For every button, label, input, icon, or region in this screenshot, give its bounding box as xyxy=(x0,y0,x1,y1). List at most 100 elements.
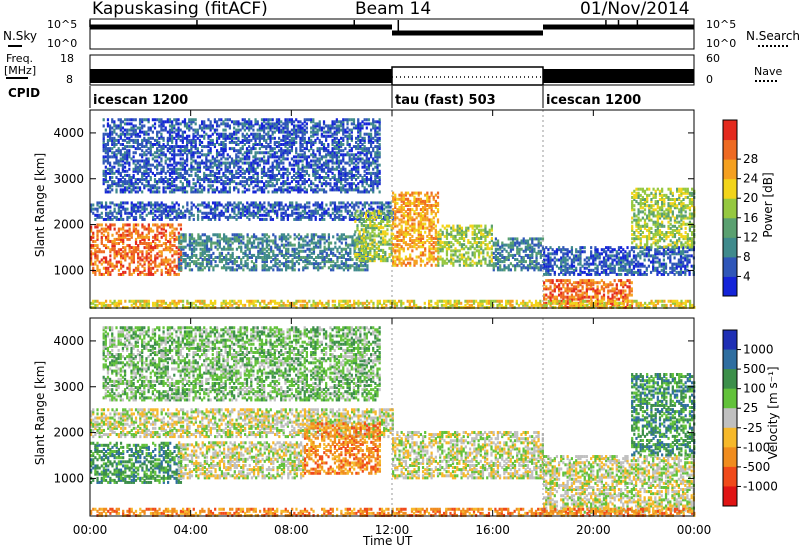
range-cell xyxy=(228,126,231,130)
range-cell xyxy=(359,173,362,177)
range-cell xyxy=(145,157,148,161)
range-cell xyxy=(293,207,296,211)
range-cell xyxy=(241,171,244,175)
range-cell xyxy=(218,241,221,245)
range-cell xyxy=(239,140,242,144)
range-cell xyxy=(94,256,97,260)
range-cell xyxy=(198,134,202,138)
range-cell xyxy=(209,143,212,146)
range-cell xyxy=(340,167,343,171)
range-cell xyxy=(196,173,199,177)
range-cell xyxy=(267,167,270,171)
range-cell xyxy=(141,207,144,211)
range-cell xyxy=(137,254,140,258)
range-cell xyxy=(178,260,181,264)
range-cell xyxy=(182,260,185,264)
range-cell xyxy=(292,155,296,159)
range-cell xyxy=(188,149,191,153)
range-cell xyxy=(235,155,238,159)
range-cell xyxy=(173,155,176,159)
range-cell xyxy=(333,201,337,205)
range-cell xyxy=(280,243,283,247)
range-cell xyxy=(228,190,231,194)
range-cell xyxy=(289,241,292,245)
range-cell xyxy=(154,203,157,207)
range-cell xyxy=(314,260,318,264)
range-cell xyxy=(143,266,146,270)
range-cell xyxy=(335,118,338,122)
range-cell xyxy=(329,215,332,219)
range-cell xyxy=(333,167,336,171)
range-cell xyxy=(374,171,377,175)
range-cell xyxy=(160,153,163,157)
range-cell xyxy=(350,157,353,161)
range-cell xyxy=(267,118,270,122)
range-cell xyxy=(154,260,157,264)
station-title: Kapuskasing (fitACF) xyxy=(92,0,268,19)
range-cell xyxy=(318,217,322,221)
range-cell xyxy=(318,165,321,169)
range-cell xyxy=(357,134,360,138)
range-cell xyxy=(98,272,101,276)
range-cell xyxy=(363,205,367,209)
range-cell xyxy=(92,252,95,256)
range-cell xyxy=(209,161,212,165)
range-cell xyxy=(382,211,385,215)
range-cell xyxy=(203,173,206,177)
range-cell xyxy=(96,235,99,239)
range-cell xyxy=(119,124,122,128)
range-cell xyxy=(154,256,157,260)
range-cell xyxy=(123,122,127,126)
range-cell xyxy=(349,249,352,253)
range-cell xyxy=(223,247,226,251)
range-cell xyxy=(355,178,358,182)
range-cell xyxy=(117,118,120,122)
range-cell xyxy=(278,249,281,253)
range-cell xyxy=(329,134,332,138)
range-cell xyxy=(336,266,339,270)
range-cell xyxy=(190,190,193,194)
range-cell xyxy=(222,188,225,192)
range-cell xyxy=(307,149,311,153)
range-cell xyxy=(222,132,225,136)
range-cell xyxy=(141,225,144,229)
range-cell xyxy=(348,118,351,122)
range-cell xyxy=(128,233,131,237)
range-cell xyxy=(347,243,350,247)
range-cell xyxy=(201,247,204,251)
range-cell xyxy=(338,255,341,259)
range-cell xyxy=(314,266,318,270)
range-cell xyxy=(222,205,225,209)
range-cell xyxy=(337,155,341,159)
range-cell xyxy=(153,173,157,177)
range-cell xyxy=(186,153,189,157)
range-cell xyxy=(145,118,148,122)
range-cell xyxy=(354,246,357,250)
range-cell xyxy=(132,225,135,229)
range-cell xyxy=(333,207,337,211)
range-cell xyxy=(168,136,172,140)
range-cell xyxy=(162,248,165,252)
range-cell xyxy=(331,132,334,136)
range-cell xyxy=(282,161,285,165)
range-cell xyxy=(156,225,159,229)
range-cell xyxy=(235,182,238,186)
range-cell xyxy=(111,244,114,248)
range-cell xyxy=(308,253,311,257)
range-cell xyxy=(205,262,209,266)
range-cell xyxy=(319,255,322,259)
range-cell xyxy=(372,217,375,221)
range-cell xyxy=(213,180,217,184)
range-cell xyxy=(132,246,135,250)
range-cell xyxy=(215,153,219,157)
range-cell xyxy=(90,205,93,209)
range-cell xyxy=(263,262,266,266)
range-cell xyxy=(126,237,129,241)
range-cell xyxy=(222,151,225,155)
range-cell xyxy=(369,128,373,132)
range-cell xyxy=(329,167,332,171)
range-cell xyxy=(102,244,106,248)
range-cell xyxy=(128,161,131,165)
range-cell xyxy=(156,143,159,146)
range-cell xyxy=(302,249,305,253)
